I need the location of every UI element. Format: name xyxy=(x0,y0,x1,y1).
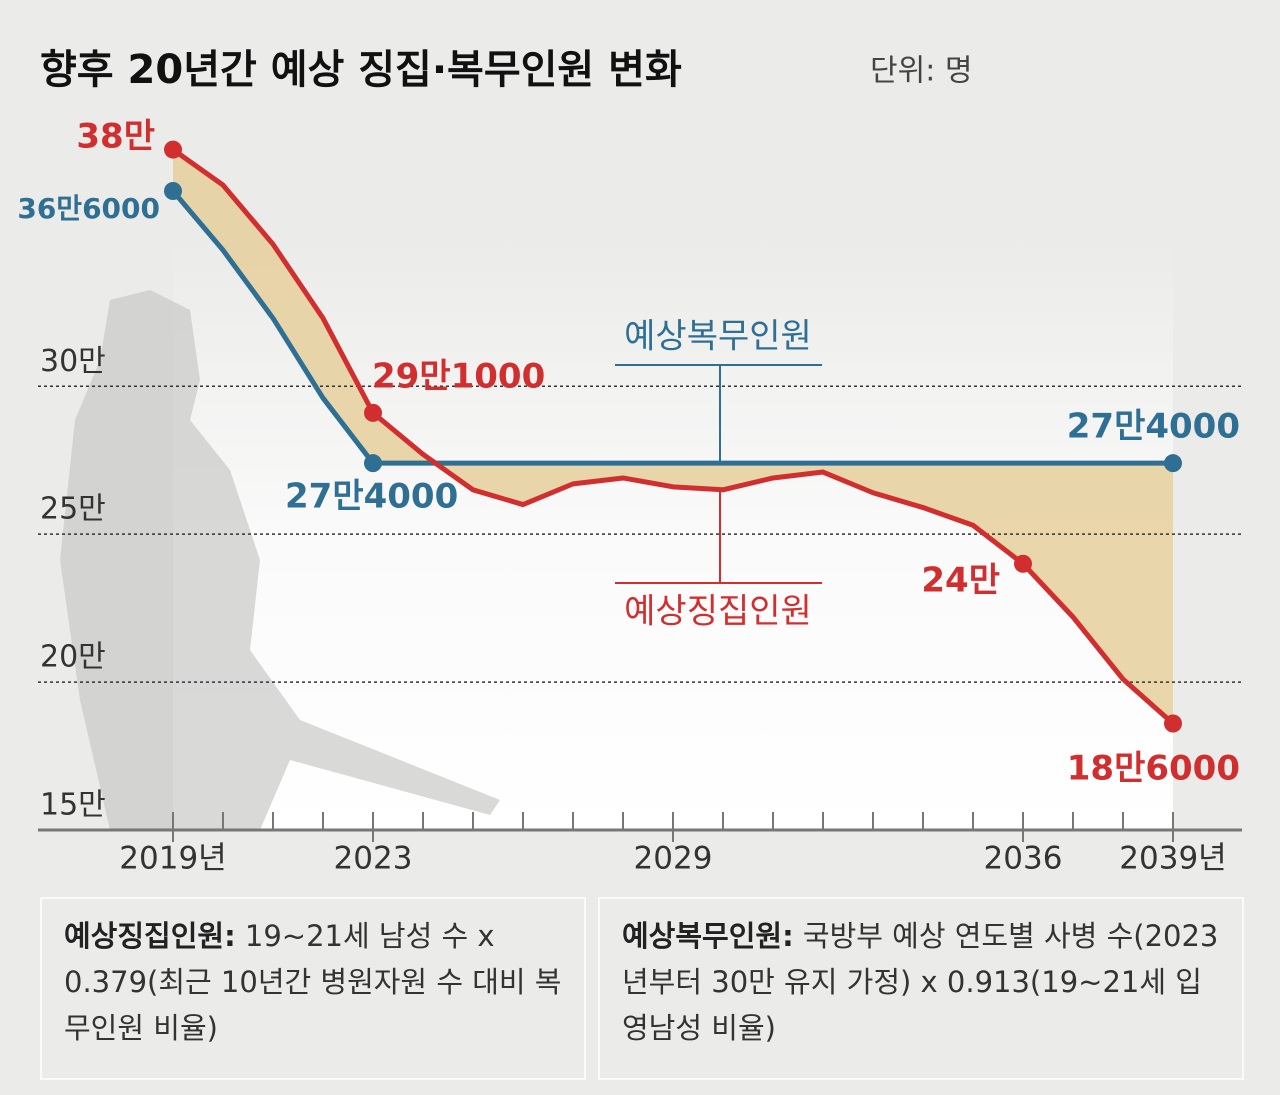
legend-label: 예상징집인원 xyxy=(624,592,812,632)
note-text: 19~21세 남성 수 x 0.379(최근 10년간 병원자원 수 대비 복무… xyxy=(64,919,562,1045)
note-label: 예상복무인원: xyxy=(622,919,794,953)
x-tick-label: 2039년 xyxy=(1119,841,1226,877)
data-point xyxy=(1014,554,1032,573)
soldier-silhouette xyxy=(60,290,500,830)
data-label: 27만4000 xyxy=(1067,407,1240,447)
chart-title: 향후 20년간 예상 징집·복무인원 변화 xyxy=(40,47,682,93)
y-tick-label: 15만 xyxy=(40,788,106,823)
data-label: 27만4000 xyxy=(285,477,458,517)
y-tick-label: 30만 xyxy=(40,344,106,379)
data-point xyxy=(164,140,182,159)
data-point xyxy=(164,182,182,200)
note-text: 국방부 예상 연도별 사병 수(2023년부터 30만 유지 가정) x 0.9… xyxy=(622,919,1219,1045)
unit-label: 단위: 명 xyxy=(870,54,972,89)
data-label: 18만6000 xyxy=(1067,749,1240,789)
x-tick-label: 2023 xyxy=(334,841,413,877)
gap-area xyxy=(173,149,1173,724)
data-label: 24만 xyxy=(921,561,1000,601)
data-point xyxy=(364,403,382,422)
y-tick-label: 25만 xyxy=(40,492,106,527)
data-label: 29만1000 xyxy=(372,357,545,397)
x-tick-label: 2029 xyxy=(634,841,713,877)
series-line xyxy=(171,147,1175,726)
series-line xyxy=(171,189,1173,466)
data-point xyxy=(1164,714,1182,733)
note-box: 예상징집인원: 19~21세 남성 수 x 0.379(최근 10년간 병원자원… xyxy=(40,897,586,1080)
legend-label: 예상복무인원 xyxy=(624,317,812,357)
data-point xyxy=(364,454,382,473)
data-point xyxy=(1164,454,1182,473)
y-tick-label: 20만 xyxy=(40,640,106,675)
note-label: 예상징집인원: xyxy=(64,919,236,953)
x-tick-label: 2036 xyxy=(984,841,1063,877)
note-box: 예상복무인원: 국방부 예상 연도별 사병 수(2023년부터 30만 유지 가… xyxy=(598,897,1244,1080)
data-label: 36만6000 xyxy=(17,192,160,225)
data-label: 38만 xyxy=(76,117,155,157)
x-tick-label: 2019년 xyxy=(119,841,226,877)
